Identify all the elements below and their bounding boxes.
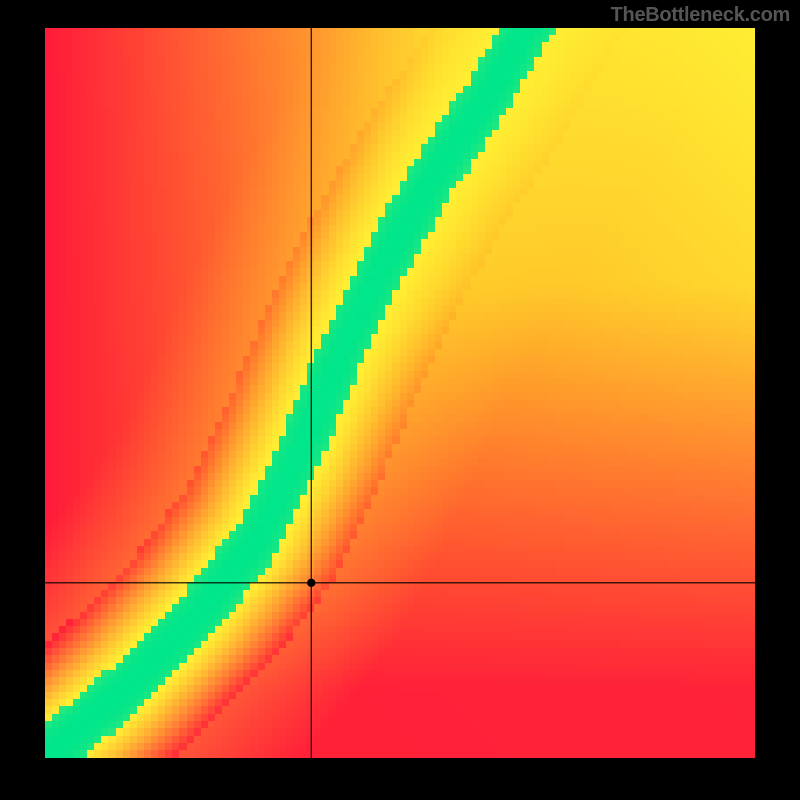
watermark-text: TheBottleneck.com [611,4,790,27]
bottleneck-heatmap [45,28,755,758]
chart-container: TheBottleneck.com [0,0,800,800]
